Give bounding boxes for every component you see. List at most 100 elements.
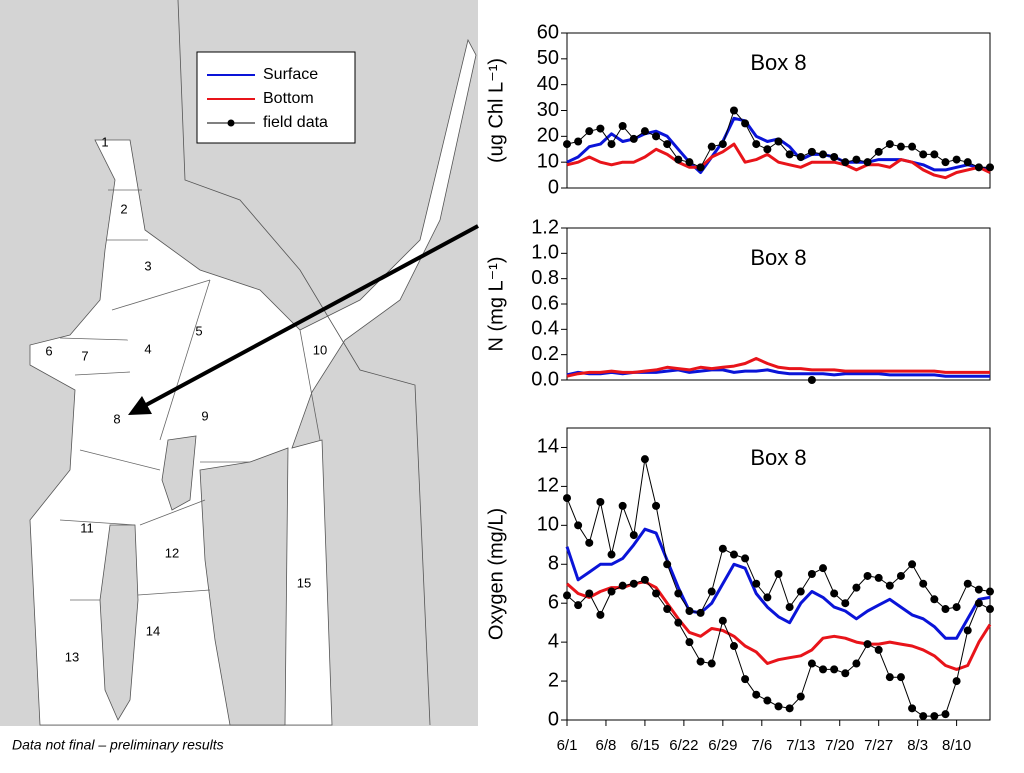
legend-label: Surface bbox=[263, 66, 318, 83]
field-point bbox=[574, 601, 583, 610]
field-point bbox=[908, 142, 917, 151]
field-point bbox=[763, 593, 772, 602]
field-point bbox=[607, 140, 616, 149]
field-point bbox=[952, 155, 961, 164]
field-point bbox=[718, 140, 727, 149]
x-tick-label: 7/6 bbox=[751, 737, 772, 754]
legend-box bbox=[196, 51, 356, 144]
legend: Surface Bottom field data bbox=[196, 51, 356, 144]
state-border bbox=[177, 0, 431, 726]
series-line bbox=[566, 579, 991, 717]
y-tick-label: 1.2 bbox=[531, 216, 559, 238]
field-point bbox=[830, 153, 839, 161]
field-point bbox=[852, 583, 861, 592]
y-tick-label: 0.0 bbox=[531, 368, 559, 390]
field-point bbox=[741, 119, 750, 128]
field-point bbox=[852, 155, 861, 164]
y-tick-label: 0 bbox=[548, 176, 559, 198]
field-point bbox=[596, 610, 605, 619]
box-label: 14 bbox=[146, 623, 160, 638]
field-point bbox=[885, 140, 894, 149]
field-point bbox=[819, 150, 828, 159]
x-tick-label: 7/13 bbox=[786, 737, 815, 754]
arrow bbox=[145, 224, 479, 407]
field-point bbox=[963, 626, 972, 635]
legend-label: field data bbox=[263, 114, 328, 131]
y-tick-label: 10 bbox=[537, 514, 559, 536]
field-point bbox=[607, 550, 616, 559]
box-boundaries bbox=[59, 189, 321, 601]
field-point bbox=[874, 147, 883, 156]
field-point bbox=[841, 669, 850, 678]
chart-title: Box 8 bbox=[750, 245, 806, 270]
field-point bbox=[908, 704, 917, 713]
field-point bbox=[663, 140, 672, 149]
field-point bbox=[685, 638, 694, 647]
y-tick-label: 60 bbox=[537, 21, 559, 43]
field-point bbox=[640, 455, 649, 464]
field-point bbox=[663, 560, 672, 569]
field-point bbox=[885, 581, 894, 590]
x-tick-label: 6/8 bbox=[596, 737, 617, 754]
box-label: 9 bbox=[201, 408, 208, 423]
series-line bbox=[566, 142, 991, 180]
field-point bbox=[952, 603, 961, 612]
island bbox=[199, 447, 289, 726]
field-point bbox=[718, 544, 727, 553]
bay-water bbox=[29, 38, 477, 726]
field-point bbox=[774, 570, 783, 578]
field-point bbox=[729, 642, 738, 651]
field-point bbox=[952, 677, 961, 686]
field-point bbox=[674, 589, 683, 598]
field-point bbox=[696, 163, 705, 172]
field-point bbox=[930, 595, 939, 604]
field-point bbox=[585, 538, 594, 547]
x-tick-label: 7/20 bbox=[825, 737, 854, 754]
field-point bbox=[874, 573, 883, 582]
field-point bbox=[652, 501, 661, 510]
y-tick-label: 20 bbox=[537, 125, 559, 147]
field-point bbox=[663, 605, 672, 614]
field-point bbox=[986, 605, 994, 614]
arrow-head bbox=[128, 396, 152, 415]
y-tick-label: 0.6 bbox=[531, 292, 559, 314]
field-point bbox=[896, 571, 905, 580]
legend-label: Bottom bbox=[263, 90, 314, 107]
box-label: 4 bbox=[144, 341, 151, 356]
field-point bbox=[774, 702, 783, 711]
y-tick-label: 10 bbox=[537, 150, 559, 172]
y-tick-label: 0.8 bbox=[531, 267, 559, 289]
field-point bbox=[919, 150, 928, 159]
field-point bbox=[752, 140, 761, 149]
box-label: 12 bbox=[165, 545, 179, 560]
field-point bbox=[908, 560, 917, 569]
field-point bbox=[852, 659, 861, 668]
field-point bbox=[563, 494, 571, 503]
field-point bbox=[874, 645, 883, 654]
field-point bbox=[785, 603, 794, 612]
field-point bbox=[741, 675, 750, 684]
legend-marker bbox=[227, 119, 235, 127]
field-point bbox=[863, 158, 872, 167]
field-point bbox=[807, 147, 816, 156]
field-point bbox=[796, 692, 805, 701]
field-point bbox=[763, 696, 772, 705]
field-point bbox=[707, 587, 716, 596]
field-point bbox=[563, 591, 571, 600]
field-point bbox=[885, 673, 894, 682]
y-axis-label: Oxygen (mg/L) bbox=[485, 508, 507, 640]
field-point bbox=[896, 673, 905, 682]
field-point bbox=[596, 497, 605, 506]
box-label: 6 bbox=[45, 343, 52, 358]
field-point bbox=[774, 137, 783, 146]
x-tick-label: 6/1 bbox=[557, 737, 578, 754]
field-point bbox=[640, 127, 649, 136]
y-tick-label: 1.0 bbox=[531, 242, 559, 264]
field-point bbox=[652, 589, 661, 598]
y-tick-label: 4 bbox=[548, 630, 559, 652]
field-point bbox=[618, 501, 627, 510]
field-point bbox=[796, 587, 805, 596]
chart-title: Box 8 bbox=[750, 445, 806, 470]
field-point bbox=[819, 564, 828, 573]
field-point bbox=[986, 163, 994, 172]
